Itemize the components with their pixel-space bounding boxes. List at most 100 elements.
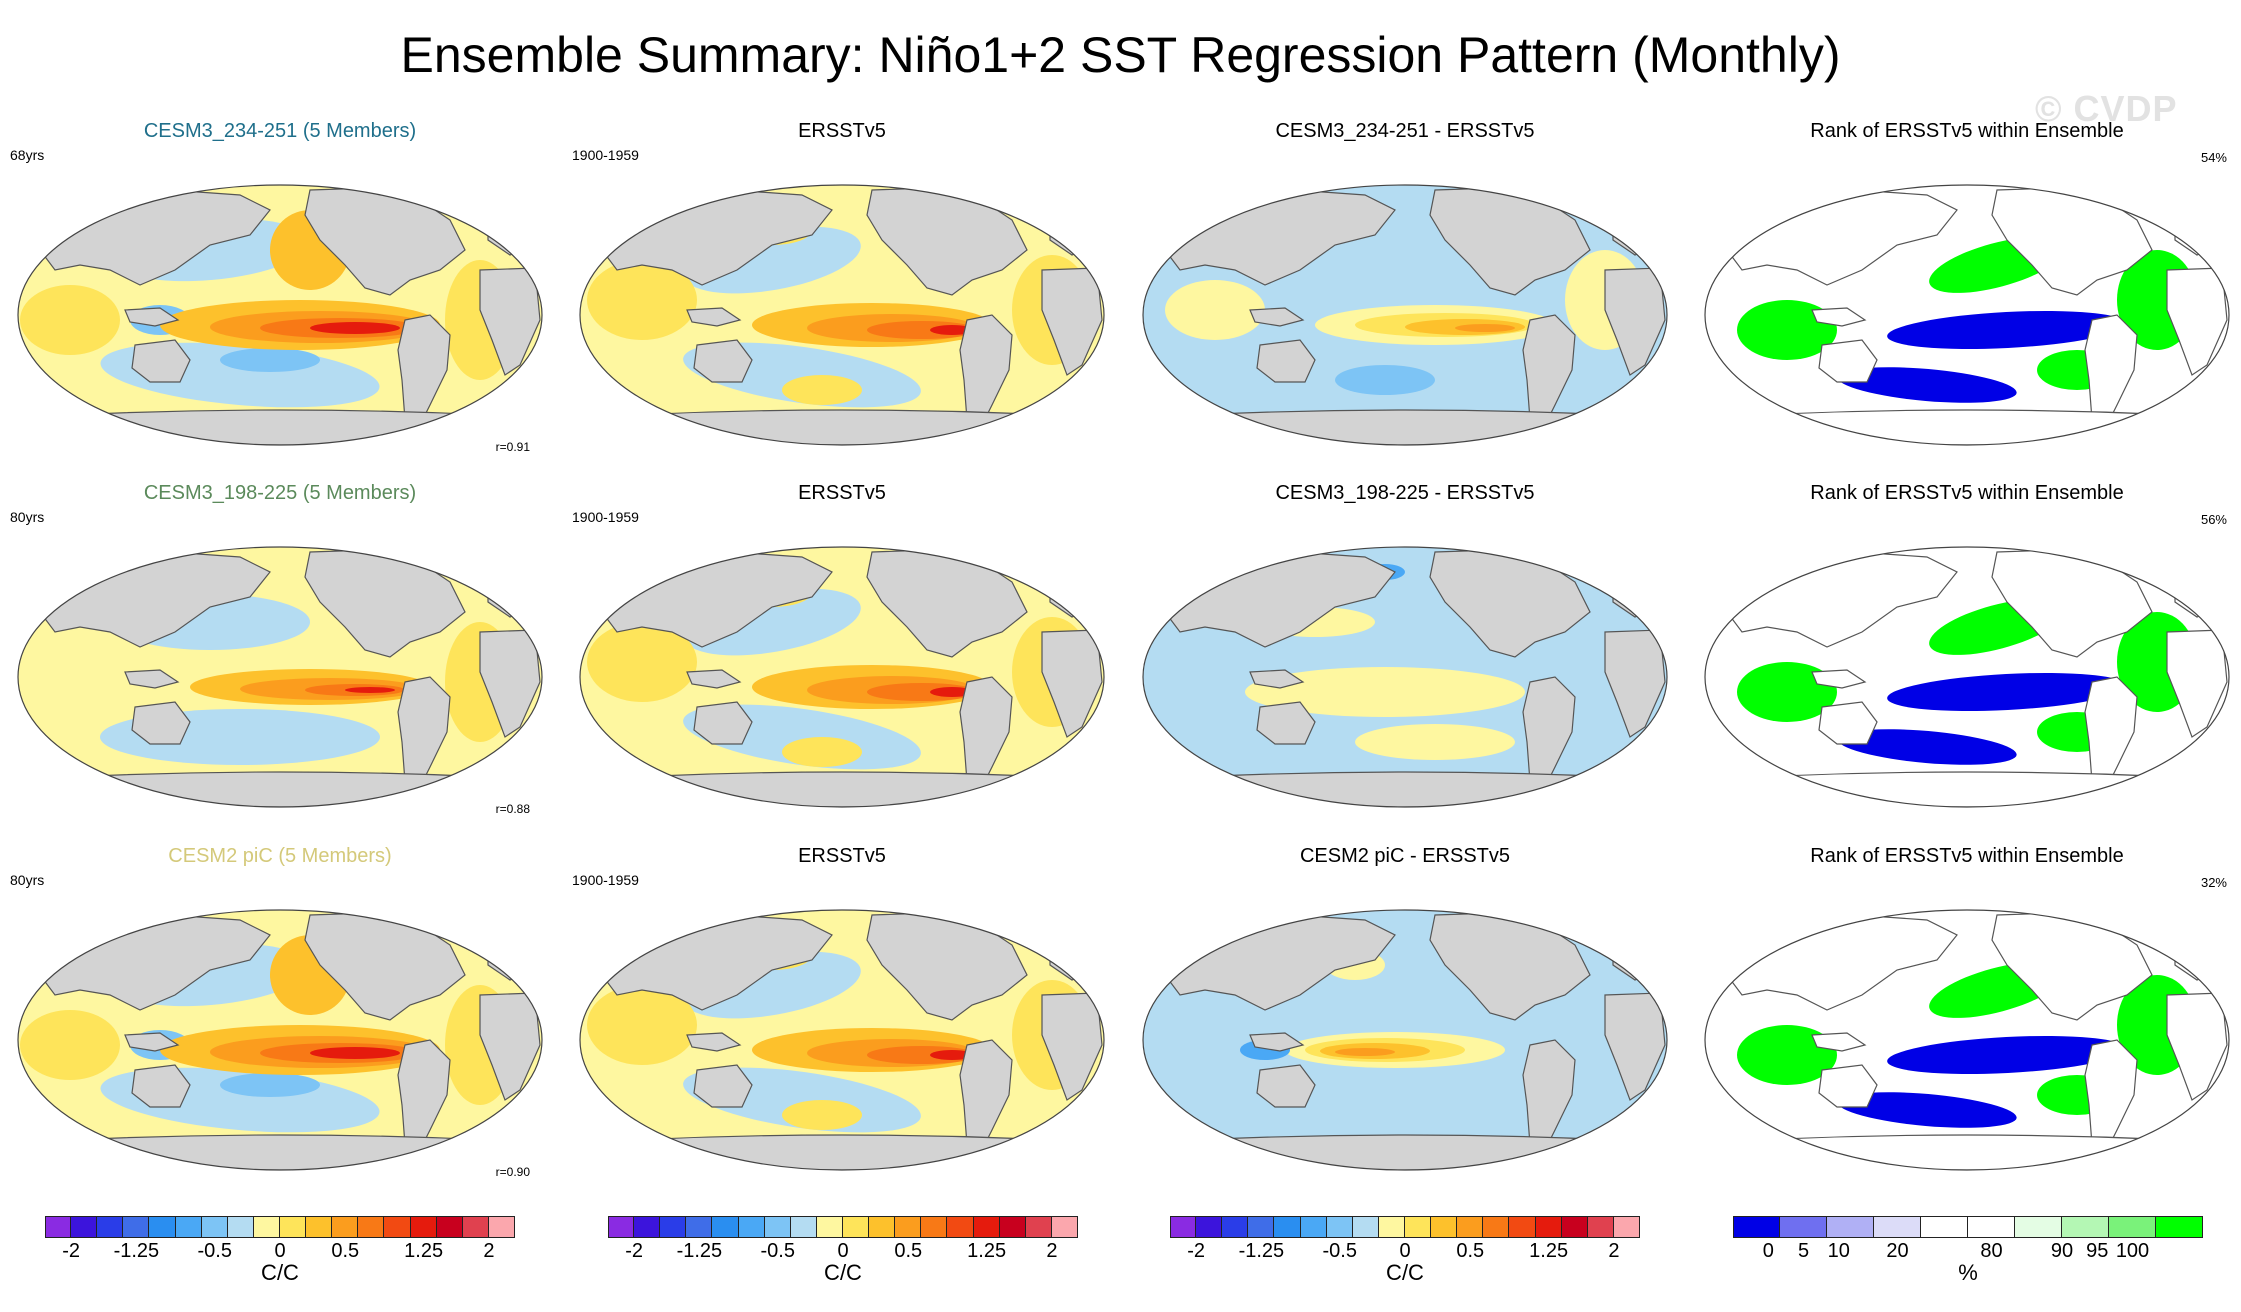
colorbar-swatches [45, 1216, 515, 1238]
colorbar-swatch [1921, 1217, 1968, 1237]
colorbar-swatch [97, 1217, 124, 1237]
panel-title: Rank of ERSSTv5 within Ensemble [1810, 120, 2124, 142]
colorbar-swatch [1431, 1217, 1458, 1237]
colorbar-tick-label: 2 [1046, 1240, 1058, 1262]
australia [131, 701, 191, 745]
colorbar-tick-label: 1.25 [967, 1240, 1007, 1262]
colorbar-swatch [410, 1217, 437, 1237]
colorbar-tick-label: -1.25 [676, 1240, 723, 1262]
panel-period-label: 80yrs [10, 872, 45, 888]
australia [1256, 339, 1316, 383]
panel-period-label: 1900-1959 [572, 147, 639, 163]
map-border [1142, 909, 1668, 1171]
australia [693, 339, 753, 383]
panel-title: Rank of ERSSTv5 within Ensemble [1810, 845, 2124, 867]
panel-percent-label: 54% [2200, 150, 2227, 165]
map-plot [1704, 184, 2230, 446]
colorbar-tick-label: -1.25 [113, 1240, 160, 1262]
map-border [1704, 909, 2230, 1171]
colorbar-tick-label: 1.25 [1529, 1240, 1569, 1262]
maritime-continent [1811, 307, 1867, 327]
colorbar-tick-label: 5 [1797, 1240, 1810, 1262]
colorbar-swatch [384, 1217, 411, 1237]
colorbar-swatch [123, 1217, 150, 1237]
australia [693, 1064, 753, 1108]
map-border [579, 546, 1105, 808]
maritime-continent [1249, 669, 1305, 689]
colorbar-tick-label: -2 [62, 1240, 81, 1262]
colorbar-swatch [2015, 1217, 2062, 1237]
panel-percent-label: 32% [2200, 875, 2227, 890]
map-panel: ERSSTv5 1900-1959 [572, 482, 1112, 842]
maritime-continent [1811, 669, 1867, 689]
colorbar-swatch [1561, 1217, 1588, 1237]
australia [131, 1064, 191, 1108]
panel-title: Rank of ERSSTv5 within Ensemble [1810, 482, 2124, 504]
colorbar-swatch [1352, 1217, 1379, 1237]
colorbar-unit-label: C/C [824, 1260, 862, 1285]
colorbar-tick-label: 0 [1762, 1240, 1774, 1262]
australia [1818, 701, 1878, 745]
colorbar-swatch [227, 1217, 254, 1237]
colorbar-swatch [1968, 1217, 2015, 1237]
maritime-continent [686, 669, 742, 689]
maritime-continent [1811, 1032, 1867, 1052]
colorbar-tick-label: -0.5 [760, 1240, 795, 1262]
maritime-continent [1249, 1032, 1305, 1052]
panel-title: CESM3_198-225 - ERSSTv5 [1275, 482, 1535, 504]
map-panel: CESM3_234-251 - ERSSTv5 [1135, 120, 1675, 480]
map-plot [579, 184, 1105, 446]
australia [1818, 339, 1878, 383]
colorbar-1: -2 -1.25 -0.5 0 0.5 1.25 2 C/C [45, 1216, 525, 1286]
map-panel: ERSSTv5 1900-1959 [572, 845, 1112, 1205]
colorbar-swatch [1457, 1217, 1484, 1237]
colorbar-swatch [816, 1217, 843, 1237]
antarctica [1192, 409, 1618, 445]
panel-period-label: 1900-1959 [572, 872, 639, 888]
colorbar-swatch [2109, 1217, 2156, 1237]
colorbar-swatch [253, 1217, 280, 1237]
antarctica [629, 771, 1055, 807]
colorbar-tick-label: -2 [625, 1240, 644, 1262]
colorbar-swatch [973, 1217, 1000, 1237]
australia [131, 339, 191, 383]
colorbar-swatch [306, 1217, 333, 1237]
antarctica [629, 1134, 1055, 1170]
colorbar-swatch [869, 1217, 896, 1237]
colorbar-swatch [2062, 1217, 2109, 1237]
colorbar-swatch [1874, 1217, 1921, 1237]
maritime-continent [686, 1032, 742, 1052]
colorbar-swatch [71, 1217, 98, 1237]
colorbar-swatches [608, 1216, 1078, 1238]
map-border [579, 909, 1105, 1171]
colorbar-tick-label: 2 [483, 1240, 495, 1262]
colorbar-swatch [332, 1217, 359, 1237]
map-plot [17, 546, 543, 808]
colorbar-swatch [1404, 1217, 1432, 1237]
map-plot [1704, 546, 2230, 808]
map-border [1142, 546, 1668, 808]
colorbar-swatch [738, 1217, 765, 1237]
colorbar-swatch [1196, 1217, 1223, 1237]
pattern-correlation: r=0.88 [495, 802, 530, 816]
map-panel: Rank of ERSSTv5 within Ensemble 54% [1697, 120, 2237, 480]
colorbar-swatch [1613, 1217, 1640, 1237]
antarctica [629, 409, 1055, 445]
panel-percent-label: 56% [2200, 512, 2227, 527]
map-border [17, 546, 543, 808]
colorbar-swatches [1733, 1216, 2203, 1238]
colorbar-tick-label: 0.5 [894, 1240, 923, 1262]
australia [1256, 701, 1316, 745]
colorbar-swatch [921, 1217, 948, 1237]
map-panel: CESM2 piC - ERSSTv5 [1135, 845, 1675, 1205]
panel-title: ERSSTv5 [798, 120, 886, 142]
map-panel: CESM3_234-251 (5 Members) 68yrs r=0.91 [10, 120, 550, 480]
antarctica [1754, 1134, 2180, 1170]
colorbar-swatch [842, 1217, 870, 1237]
colorbar-swatch [1274, 1217, 1301, 1237]
colorbar-swatch [1509, 1217, 1536, 1237]
panel-period-label: 80yrs [10, 509, 45, 525]
panel-period-label: 1900-1959 [572, 509, 639, 525]
colorbar-swatch [1248, 1217, 1275, 1237]
colorbar-swatch [1587, 1217, 1614, 1237]
